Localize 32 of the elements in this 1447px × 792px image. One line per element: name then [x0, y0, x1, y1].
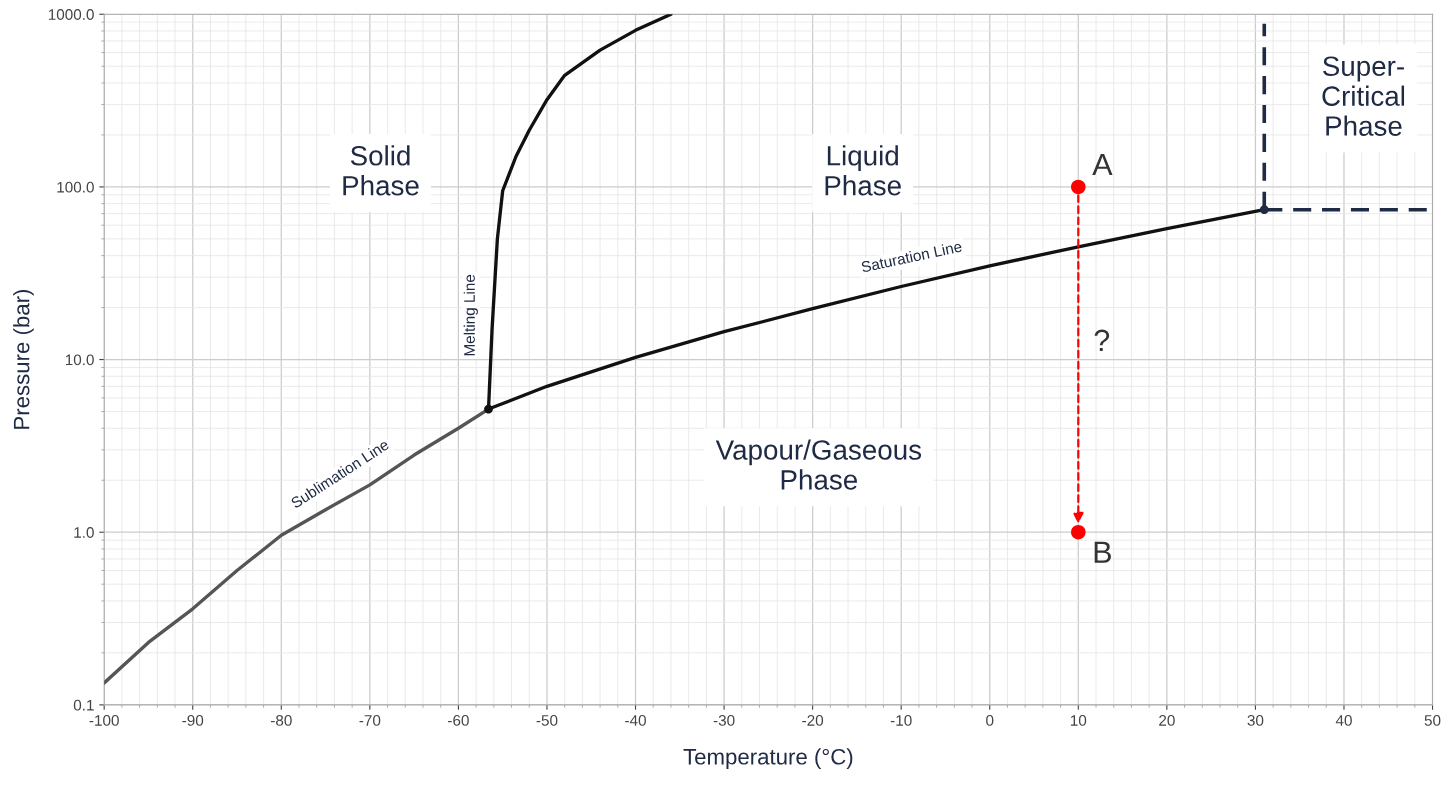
x-tick-label: -10	[890, 715, 912, 726]
x-tick-label: 40	[1335, 715, 1352, 726]
y-tick-label: 1000.0	[48, 9, 94, 20]
annotation: B	[1094, 541, 1111, 563]
y-tick-label: 100.0	[57, 181, 94, 193]
annotation: Melting Line	[463, 274, 478, 356]
annotation: Saturation Line	[860, 240, 963, 273]
y-axis-title: Pressure (bar)	[13, 289, 34, 429]
x-tick-label: 50	[1424, 715, 1441, 726]
annotation: ?	[1094, 329, 1110, 351]
annotation: A	[1092, 153, 1113, 176]
x-tick-label: 10	[1070, 715, 1087, 726]
x-tick-label: -100	[89, 715, 119, 726]
x-tick-label: 0	[986, 715, 994, 726]
annotation: Super- Critical Phase	[1322, 56, 1405, 136]
x-axis-title: Temperature (°C)	[683, 748, 853, 769]
y-tick-label: 1.0	[74, 527, 94, 538]
x-tick-label: -90	[182, 715, 204, 726]
x-tick-label: -80	[270, 715, 292, 726]
x-tick-label: -30	[713, 715, 735, 726]
x-tick-label: -40	[625, 715, 646, 726]
annotation: Liquid Phase	[825, 145, 901, 196]
x-tick-label: -70	[359, 715, 381, 726]
x-tick-label: 30	[1247, 715, 1264, 726]
x-tick-label: -60	[448, 715, 469, 726]
y-tick-label: 10.0	[65, 354, 94, 366]
y-tick-label: 0.1	[73, 699, 94, 711]
x-tick-label: -50	[536, 715, 558, 726]
annotation: Vapour/Gaseous Phase	[715, 439, 922, 490]
annotation: Solid Phase	[343, 145, 419, 196]
x-tick-label: -20	[802, 715, 824, 726]
x-tick-label: 20	[1159, 715, 1175, 726]
